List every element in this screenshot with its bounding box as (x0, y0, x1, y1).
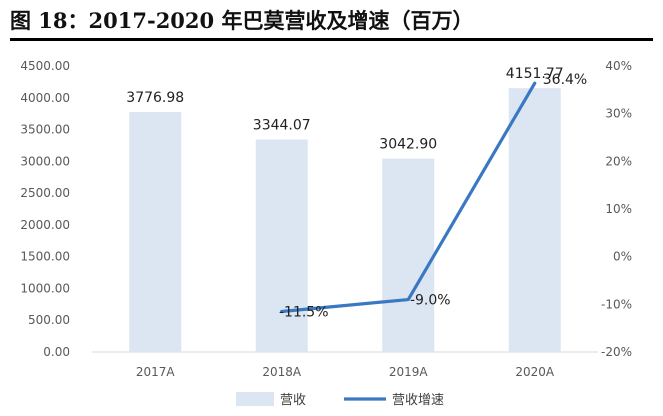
x-tick-label: 2017A (136, 365, 176, 379)
bar-value-label: 4151.77 (506, 66, 564, 82)
x-tick-label: 2019A (389, 365, 429, 379)
bar-value-label: 3344.07 (253, 117, 311, 133)
y-right-tick-label: 30% (605, 107, 632, 121)
y-right-tick-label: 0% (613, 250, 632, 264)
y-left-tick-label: 2000.00 (20, 218, 70, 232)
y-right-tick-label: -10% (601, 297, 632, 311)
y-left-tick-label: 4000.00 (20, 91, 70, 105)
y-left-tick-label: 1000.00 (20, 281, 70, 295)
x-tick-label: 2020A (515, 365, 555, 379)
y-left-tick-label: 2500.00 (20, 186, 70, 200)
y-left-tick-label: 1500.00 (20, 250, 70, 264)
bar-value-label: 3776.98 (126, 90, 184, 106)
line-value-label: -9.0% (410, 293, 451, 309)
line-value-label: 36.4% (543, 72, 587, 88)
legend-label-bar: 营收 (280, 393, 306, 408)
bar (382, 158, 435, 352)
bar (129, 111, 182, 352)
growth-line (280, 81, 537, 314)
figure-title: 图 18：2017-2020 年巴莫营收及增速（百万） (10, 4, 653, 41)
bar (255, 139, 308, 352)
legend-label-line: 营收增速 (392, 393, 444, 408)
line-value-label: -11.5% (279, 304, 329, 320)
y-left-tick-label: 500.00 (28, 313, 70, 327)
y-left-tick-label: 0.00 (43, 345, 70, 359)
y-right-tick-label: 40% (605, 59, 632, 73)
y-left-tick-label: 4500.00 (20, 59, 70, 73)
y-left-tick-label: 3000.00 (20, 154, 70, 168)
x-tick-label: 2018A (262, 365, 302, 379)
y-right-tick-label: 20% (605, 154, 632, 168)
legend-swatch-bar (236, 392, 274, 406)
y-left-tick-label: 3500.00 (20, 123, 70, 137)
y-right-tick-label: 10% (605, 202, 632, 216)
bar (508, 88, 561, 352)
bar-value-label: 3042.90 (379, 137, 437, 153)
y-right-tick-label: -20% (601, 345, 632, 359)
